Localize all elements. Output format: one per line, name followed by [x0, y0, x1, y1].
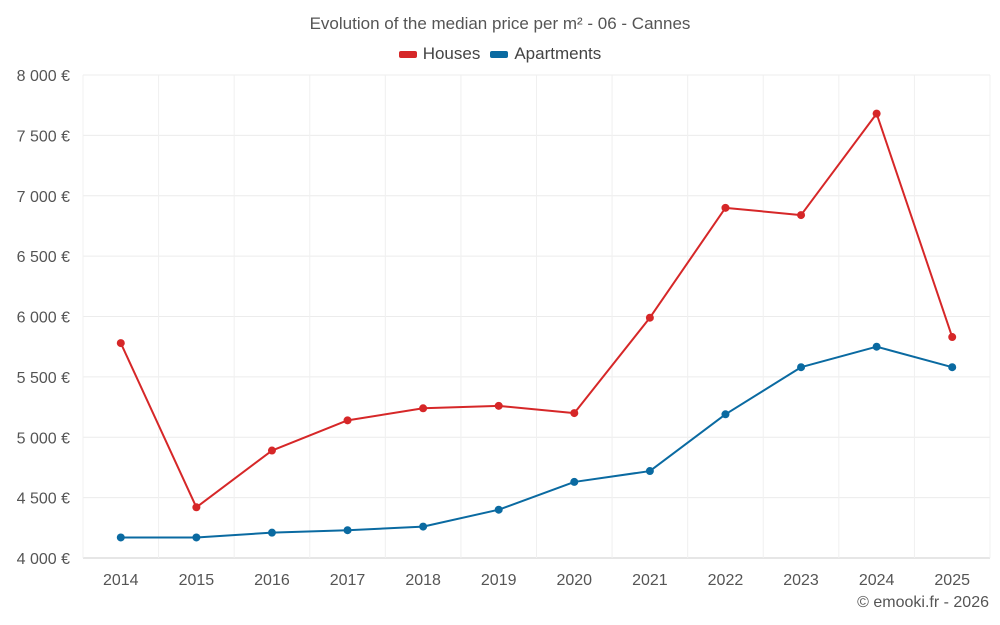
y-tick-label: 6 000 € — [17, 310, 70, 327]
chart-legend: Houses Apartments — [0, 44, 1000, 64]
y-tick-label: 4 500 € — [17, 491, 70, 508]
y-tick-label: 8 000 € — [17, 68, 70, 85]
x-tick-label: 2015 — [179, 572, 215, 589]
data-point-apartments — [343, 526, 352, 535]
data-point-houses — [116, 339, 125, 348]
chart-title: Evolution of the median price per m² - 0… — [309, 14, 691, 33]
series-line-apartments — [120, 345, 953, 539]
apartments-swatch — [490, 50, 509, 58]
x-tick-label: 2014 — [103, 572, 139, 589]
data-point-houses — [872, 109, 881, 118]
x-tick-label: 2016 — [254, 572, 290, 589]
credit-text: © emooki.fr - 2026 — [857, 594, 989, 611]
data-point-apartments — [948, 363, 957, 372]
x-tick-label: 2017 — [330, 572, 366, 589]
y-tick-label: 6 500 € — [17, 249, 70, 266]
data-point-apartments — [645, 467, 654, 476]
houses-swatch — [398, 50, 417, 58]
data-point-apartments — [721, 410, 730, 419]
data-point-houses — [948, 333, 957, 342]
legend-item-houses[interactable]: Houses — [398, 44, 481, 64]
data-point-houses — [797, 211, 806, 220]
data-point-apartments — [797, 363, 806, 372]
data-point-houses — [645, 313, 654, 322]
data-point-houses — [419, 404, 428, 413]
x-tick-label: 2021 — [632, 572, 668, 589]
data-point-houses — [570, 409, 579, 418]
data-point-houses — [721, 203, 730, 212]
data-point-apartments — [267, 528, 276, 537]
x-tick-label: 2023 — [783, 572, 819, 589]
data-point-apartments — [872, 342, 881, 351]
data-point-houses — [192, 503, 201, 512]
y-tick-label: 5 500 € — [17, 370, 70, 387]
data-point-houses — [343, 416, 352, 425]
data-point-apartments — [192, 533, 201, 542]
x-tick-label: 2024 — [859, 572, 895, 589]
data-point-apartments — [419, 522, 428, 531]
data-point-apartments — [494, 505, 503, 514]
y-tick-label: 4 000 € — [17, 551, 70, 568]
x-tick-label: 2025 — [934, 572, 970, 589]
x-tick-label: 2020 — [556, 572, 592, 589]
y-tick-label: 7 500 € — [17, 128, 70, 145]
data-point-apartments — [570, 477, 579, 486]
data-point-houses — [267, 446, 276, 455]
x-tick-label: 2022 — [708, 572, 744, 589]
legend-label-apartments: Apartments — [514, 44, 602, 63]
legend-label-houses: Houses — [422, 44, 481, 63]
data-point-houses — [494, 401, 503, 410]
data-point-apartments — [116, 533, 125, 542]
series-line-houses — [119, 112, 954, 509]
y-tick-label: 5 000 € — [17, 430, 70, 447]
x-tick-label: 2018 — [405, 572, 441, 589]
x-tick-label: 2019 — [481, 572, 517, 589]
legend-item-apartments[interactable]: Apartments — [490, 44, 601, 64]
y-tick-label: 7 000 € — [17, 189, 70, 206]
